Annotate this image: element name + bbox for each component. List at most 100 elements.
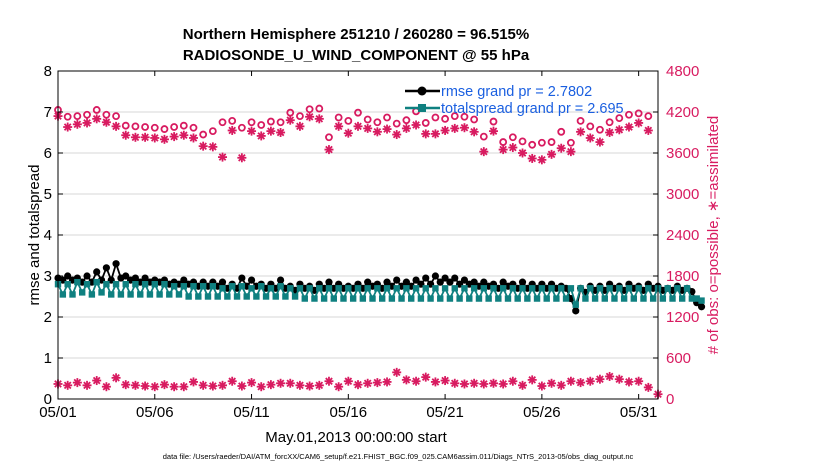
obs-assimilated-marker	[227, 376, 237, 386]
legend-rmse-text: rmse grand pr = 2.7802	[441, 84, 592, 100]
totalspread-marker	[378, 295, 386, 302]
x-tick-label: 05/21	[426, 404, 464, 421]
obs-assimilated-marker	[63, 122, 73, 132]
obs-assimilated-marker	[498, 145, 508, 155]
y-tick-label-left: 3	[44, 268, 52, 285]
obs-possible-marker	[286, 108, 295, 117]
obs-assimilated-marker	[411, 376, 421, 386]
obs-assimilated-marker	[585, 133, 595, 143]
obs-assimilated-marker	[169, 382, 179, 392]
totalspread-marker	[572, 301, 579, 308]
obs-assimilated-marker	[450, 378, 460, 388]
obs-possible-marker	[634, 109, 643, 118]
totalspread-marker	[330, 295, 338, 302]
totalspread-marker	[441, 285, 449, 292]
totalspread-marker	[185, 293, 192, 300]
obs-assimilated-marker	[440, 125, 450, 135]
obs-possible-marker	[567, 138, 575, 147]
totalspread-marker	[587, 285, 594, 292]
totalspread-marker	[272, 293, 279, 300]
obs-assimilated-marker	[508, 143, 518, 153]
y-tick-label-left: 4	[44, 227, 52, 244]
totalspread-marker	[320, 295, 328, 302]
totalspread-marker	[432, 285, 439, 292]
totalspread-marker	[548, 285, 555, 292]
y-tick-label-right: 0	[666, 391, 674, 408]
rmse-marker	[131, 274, 140, 282]
obs-possible-marker	[325, 133, 333, 142]
obs-assimilated-marker	[353, 380, 363, 390]
obs-assimilated-marker	[401, 375, 411, 385]
obs-assimilated-marker	[401, 123, 411, 133]
totalspread-marker	[533, 295, 541, 302]
rmse-marker	[83, 272, 91, 280]
y-tick-label-left: 7	[44, 104, 52, 121]
obs-possible-marker	[257, 121, 266, 129]
totalspread-marker	[364, 285, 371, 292]
y-tick-label-right: 1800	[666, 268, 699, 285]
rmse-marker	[480, 278, 488, 286]
totalspread-marker	[480, 285, 488, 292]
obs-possible-marker	[73, 112, 82, 120]
obs-assimilated-marker	[140, 132, 150, 142]
totalspread-marker	[553, 295, 560, 302]
data-file-footnote: data file: /Users/raeder/DAI/ATM_forcXX/…	[163, 452, 634, 461]
obs-possible-marker	[508, 133, 517, 142]
legend-spread-text: totalspread grand pr = 2.695	[441, 101, 624, 117]
totalspread-marker	[383, 285, 391, 292]
obs-possible-marker	[92, 106, 101, 114]
rmse-marker	[441, 274, 449, 282]
legend-spread-marker	[418, 104, 426, 112]
obs-assimilated-marker	[324, 376, 334, 386]
obs-assimilated-marker	[305, 381, 315, 391]
axes: 0 1 2 3 4 5 6 7 8 0 600 1200 1800 2400 3000 3600 4200 480…	[39, 63, 699, 421]
totalspread-marker	[688, 295, 696, 302]
obs-assimilated-marker	[518, 148, 528, 158]
totalspread-marker	[175, 291, 183, 298]
rmse-marker	[470, 278, 478, 286]
totalspread-marker	[582, 295, 589, 302]
totalspread-marker	[427, 295, 434, 302]
obs-assimilated-marker	[208, 142, 218, 152]
totalspread-marker	[199, 283, 207, 290]
obs-assimilated-marker	[421, 129, 431, 139]
y-tick-label-right: 1200	[666, 309, 699, 326]
obs-possible-marker	[373, 118, 382, 127]
obs-assimilated-marker	[576, 127, 586, 137]
obs-assimilated-marker	[130, 380, 140, 390]
obs-possible-marker	[470, 115, 479, 124]
y-tick-label-left: 2	[44, 309, 52, 326]
obs-possible-marker	[363, 115, 372, 124]
totalspread-marker	[562, 295, 570, 302]
totalspread-marker	[601, 295, 608, 302]
rmse-marker	[451, 274, 459, 282]
obs-assimilated-marker	[430, 377, 440, 387]
obs-possible-marker	[557, 127, 566, 136]
obs-assimilated-marker	[198, 380, 208, 390]
obs-assimilated-marker	[459, 379, 469, 389]
obs-assimilated-marker	[566, 147, 576, 157]
obs-possible-marker	[228, 116, 237, 125]
totalspread-marker	[301, 295, 308, 302]
rmse-marker	[247, 276, 256, 284]
totalspread-marker	[117, 291, 125, 298]
totalspread-marker	[287, 285, 294, 292]
totalspread-marker	[461, 285, 468, 292]
x-tick-label: 05/01	[39, 404, 77, 421]
totalspread-marker	[422, 285, 429, 292]
obs-possible-marker	[83, 110, 91, 119]
totalspread-marker	[524, 295, 531, 302]
obs-assimilated-marker	[227, 125, 237, 135]
totalspread-marker	[311, 295, 318, 302]
totalspread-marker	[296, 285, 304, 292]
rmse-marker	[572, 307, 580, 315]
obs-assimilated-marker	[479, 379, 489, 389]
rmse-marker	[180, 276, 188, 284]
obs-possible-marker	[615, 114, 624, 123]
chart-title: Northern Hemisphere 251210 / 260280 = 96…	[183, 26, 529, 43]
obs-possible-marker	[121, 121, 130, 130]
obs-assimilated-marker	[121, 130, 131, 140]
obs-assimilated-marker	[247, 378, 257, 388]
x-tick-label: 05/11	[233, 404, 269, 421]
